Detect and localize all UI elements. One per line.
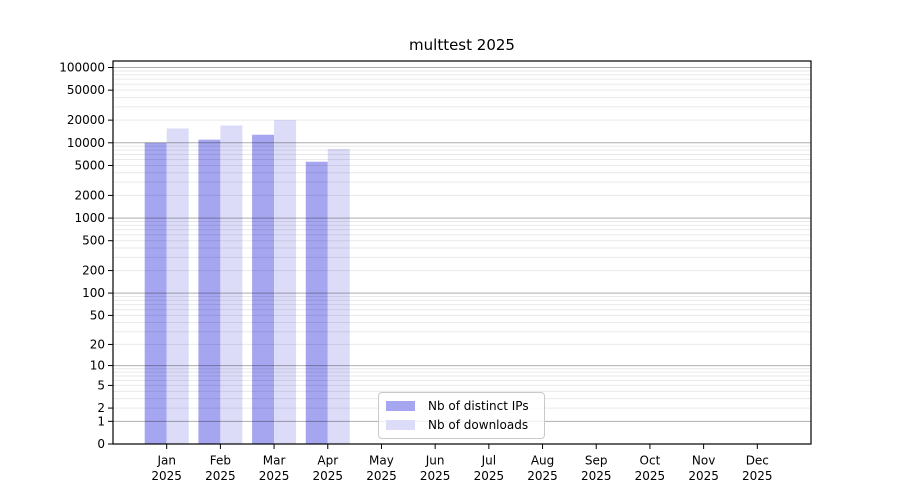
y-tick-label: 1	[97, 414, 105, 428]
x-tick-label-month: Mar	[263, 454, 286, 468]
y-tick-label: 5000	[74, 158, 105, 172]
x-tick-label-year: 2025	[259, 469, 290, 483]
legend-label-downloads: Nb of downloads	[428, 418, 529, 432]
legend-item-distinct-ips: Nb of distinct IPs	[386, 399, 536, 413]
bar-distinct-ips-feb	[198, 139, 221, 444]
y-tick-label: 200	[82, 264, 105, 278]
x-tick-label-year: 2025	[635, 469, 666, 483]
x-tick-label-month: Aug	[531, 454, 554, 468]
y-tick-label: 2	[97, 401, 105, 415]
y-tick-label: 10000	[67, 136, 105, 150]
y-tick-label: 50000	[67, 83, 105, 97]
x-tick-label-month: May	[369, 454, 394, 468]
bar-distinct-ips-jan	[144, 142, 167, 444]
x-tick-label-year: 2025	[581, 469, 612, 483]
x-tick-label-year: 2025	[527, 469, 558, 483]
x-tick-label-month: Nov	[692, 454, 715, 468]
legend-label-distinct-ips: Nb of distinct IPs	[428, 399, 529, 413]
x-tick-label-month: Apr	[317, 454, 338, 468]
bar-downloads-apr	[327, 148, 350, 445]
legend-swatch-downloads	[386, 420, 415, 430]
bar-downloads-mar	[274, 120, 297, 445]
x-tick-label-year: 2025	[474, 469, 505, 483]
y-tick-label: 10	[90, 359, 105, 373]
x-tick-label-year: 2025	[312, 469, 343, 483]
y-tick-label: 1000	[74, 211, 105, 225]
x-tick-label-year: 2025	[366, 469, 397, 483]
x-tick-label-month: Jul	[481, 454, 496, 468]
y-tick-label: 100	[82, 286, 105, 300]
y-tick-label: 50	[90, 308, 105, 322]
bar-downloads-jan	[166, 128, 189, 444]
y-tick-label: 20000	[67, 113, 105, 127]
x-tick-label-month: Jun	[425, 454, 445, 468]
bar-distinct-ips-mar	[252, 134, 275, 444]
legend: Nb of distinct IPs Nb of downloads	[378, 392, 545, 439]
y-tick-label: 2000	[74, 188, 105, 202]
x-tick-label-month: Oct	[640, 454, 661, 468]
x-tick-label-year: 2025	[742, 469, 773, 483]
legend-swatch-distinct-ips	[386, 401, 415, 411]
x-tick-label-year: 2025	[205, 469, 236, 483]
x-tick-label-year: 2025	[688, 469, 719, 483]
x-tick-label-year: 2025	[420, 469, 451, 483]
y-tick-label: 20	[90, 337, 105, 351]
y-tick-label: 0	[97, 437, 105, 451]
legend-item-downloads: Nb of downloads	[386, 418, 536, 432]
bar-downloads-feb	[220, 125, 243, 444]
y-tick-label: 500	[82, 234, 105, 248]
x-tick-label-month: Feb	[210, 454, 231, 468]
x-tick-label-month: Dec	[746, 454, 769, 468]
y-tick-label: 5	[97, 378, 105, 392]
chart-title: multtest 2025	[409, 36, 515, 54]
x-tick-label-month: Jan	[156, 454, 176, 468]
x-tick-label-month: Sep	[585, 454, 608, 468]
y-tick-label: 100000	[59, 60, 105, 74]
x-tick-label-year: 2025	[151, 469, 182, 483]
bar-distinct-ips-apr	[305, 161, 328, 444]
plot-frame	[112, 60, 812, 445]
